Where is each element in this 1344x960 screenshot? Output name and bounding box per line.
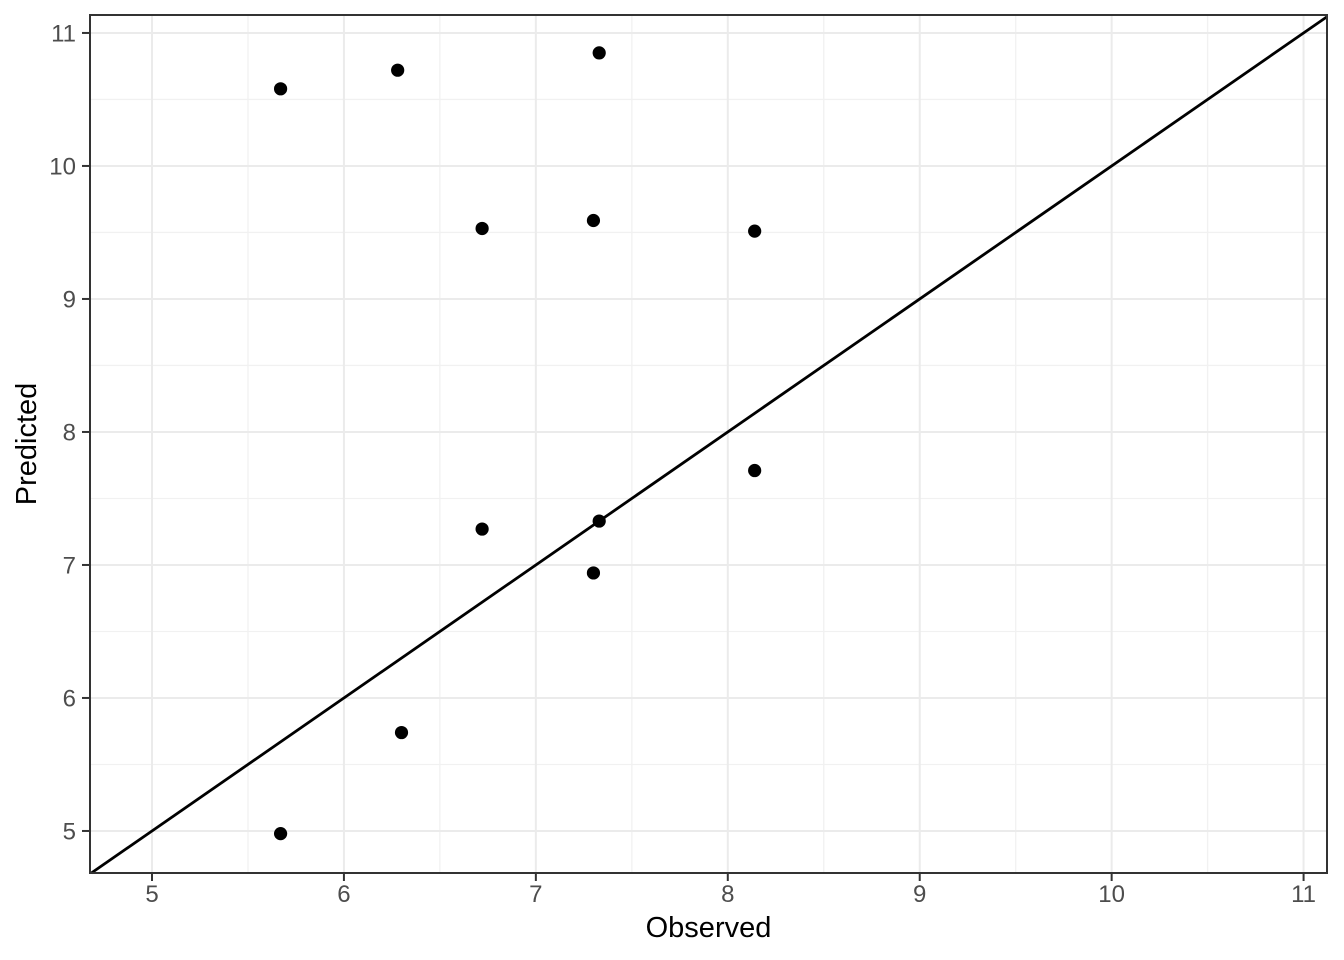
x-axis-title: Observed — [645, 912, 772, 944]
x-axis-tick-label: 11 — [1291, 881, 1316, 908]
data-point — [592, 514, 606, 528]
x-axis-tick-label: 9 — [913, 881, 926, 908]
data-point — [748, 463, 762, 478]
y-axis-tick-label: 10 — [49, 153, 76, 180]
data-point — [586, 566, 601, 580]
data-point — [273, 82, 288, 96]
y-axis-tick-label: 5 — [63, 818, 76, 845]
y-axis-tick-label: 8 — [63, 419, 76, 446]
y-axis-tick-label: 9 — [63, 286, 76, 313]
data-point — [592, 46, 606, 60]
y-axis-title: Predicted — [11, 382, 43, 506]
data-point — [586, 213, 601, 228]
panel-border — [89, 14, 1328, 874]
x-axis-tick-label: 10 — [1098, 881, 1125, 908]
data-point — [748, 224, 762, 238]
y-axis-tick-label: 11 — [51, 20, 76, 47]
data-point — [475, 221, 489, 236]
data-point — [394, 725, 409, 740]
x-axis-tick-label: 8 — [721, 881, 734, 908]
data-point — [391, 63, 405, 77]
x-axis-tick-label: 7 — [529, 881, 542, 908]
data-point — [475, 522, 489, 536]
y-axis-tick-label: 7 — [63, 552, 76, 579]
identity-line — [90, 15, 1328, 875]
x-axis-tick-label: 5 — [145, 881, 158, 908]
data-point — [273, 827, 288, 841]
x-axis-tick-label: 6 — [337, 881, 350, 908]
y-axis-tick-label: 6 — [63, 685, 76, 712]
